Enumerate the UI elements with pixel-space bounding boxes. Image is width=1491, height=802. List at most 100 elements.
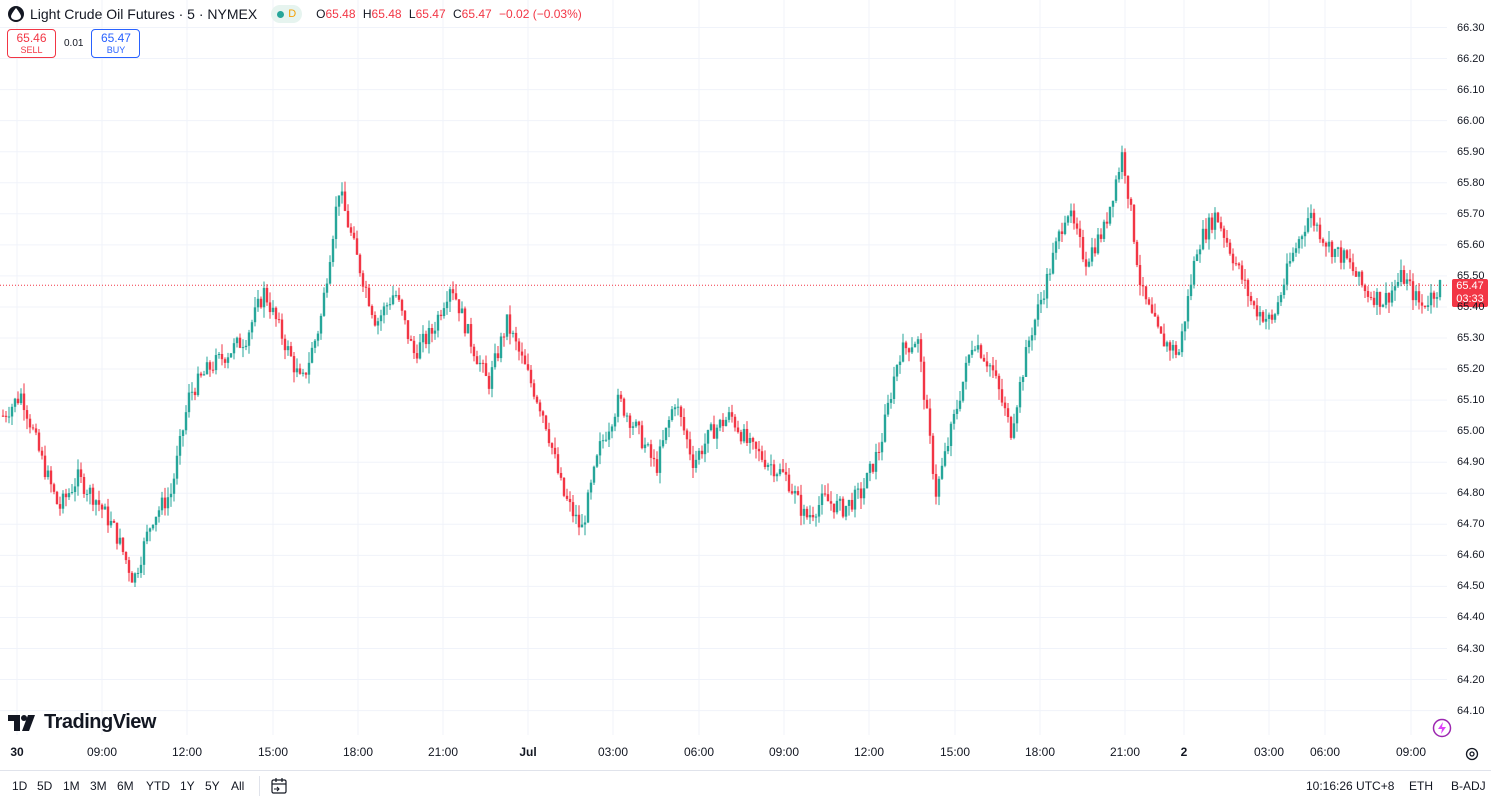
candle-body (190, 391, 194, 393)
candle (535, 394, 539, 405)
candle-body (1438, 280, 1442, 298)
candle (916, 336, 920, 353)
candle-body (22, 393, 26, 411)
candle-body (1342, 250, 1346, 263)
candle-body (340, 191, 344, 196)
ohlc-values: O65.48 H65.48 L65.47 C65.47 −0.02 (−0.03… (316, 7, 586, 21)
candle-body (748, 437, 752, 443)
candle-body (370, 306, 374, 315)
candle-body (670, 409, 674, 421)
candle-body (736, 427, 740, 433)
candle-body (82, 477, 86, 494)
candle-body (391, 295, 395, 305)
candle-body (628, 415, 632, 428)
adjustment-toggle[interactable]: B-ADJ (1451, 779, 1486, 793)
sell-button[interactable]: 65.46 SELL (7, 29, 56, 58)
candle (166, 487, 170, 516)
candle (970, 340, 974, 358)
candle-body (103, 506, 107, 510)
range-3m-button[interactable]: 3M (90, 779, 107, 793)
candle (376, 317, 380, 335)
candle-body (664, 427, 668, 441)
candle-body (1330, 241, 1334, 258)
candle-body (1126, 175, 1130, 199)
range-1y-button[interactable]: 1Y (180, 779, 195, 793)
candle-body (1195, 254, 1199, 261)
clock-timezone[interactable]: 10:16:26 UTC+8 (1306, 779, 1395, 793)
candle-body (976, 345, 980, 350)
candle (940, 457, 944, 481)
candle (118, 528, 122, 546)
candle-body (430, 327, 434, 334)
candle-body (1093, 247, 1097, 254)
calendar-goto-icon[interactable] (270, 777, 288, 795)
time-tick-label: 03:00 (597, 745, 629, 759)
candle-body (1237, 263, 1241, 266)
open-value: 65.48 (325, 7, 356, 21)
oil-drop-icon (8, 6, 24, 22)
candle-body (883, 414, 887, 442)
candle (523, 349, 527, 365)
candle-body (1300, 236, 1304, 240)
candle (898, 355, 902, 374)
candle (817, 496, 821, 523)
range-5d-button[interactable]: 5D (37, 779, 53, 793)
candle (625, 412, 629, 423)
candle (148, 527, 152, 542)
candle-body (835, 500, 839, 513)
candle-body (769, 464, 773, 466)
candle-body (637, 421, 641, 426)
candle-body (685, 430, 689, 440)
range-ytd-button[interactable]: YTD (146, 779, 170, 793)
candle (280, 313, 284, 345)
candle-body (742, 428, 746, 442)
candle (160, 491, 164, 515)
candle (1198, 244, 1202, 263)
candle (301, 368, 305, 377)
candle-body (703, 443, 707, 455)
candle-body (100, 504, 104, 510)
candle-body (286, 346, 290, 351)
range-all-button[interactable]: All (231, 779, 245, 793)
candle (826, 483, 830, 502)
candle (478, 355, 482, 372)
candle-body (1285, 263, 1289, 285)
candle (844, 505, 848, 521)
candle (586, 489, 590, 524)
candle (445, 291, 449, 315)
candle (1369, 291, 1373, 301)
range-5y-button[interactable]: 5Y (205, 779, 220, 793)
candle (589, 479, 593, 500)
candle (364, 280, 368, 299)
candle-body (778, 469, 782, 475)
buy-button[interactable]: 65.47 BUY (91, 29, 141, 58)
range-1m-button[interactable]: 1M (63, 779, 80, 793)
candle-body (238, 337, 242, 348)
candle-body (586, 492, 590, 523)
candle-body (775, 474, 779, 477)
candle (265, 284, 269, 306)
candle-body (1009, 417, 1013, 438)
lightning-icon[interactable] (1432, 718, 1452, 738)
candle-body (106, 506, 110, 526)
session-toggle[interactable]: ETH (1409, 779, 1433, 793)
candle (889, 392, 893, 409)
candle-body (79, 469, 83, 478)
candle-body (952, 413, 956, 424)
tradingview-logo[interactable]: TradingView (8, 711, 156, 734)
candle (256, 290, 260, 312)
market-status-badge[interactable]: D (271, 5, 303, 23)
candle-body (1366, 291, 1370, 297)
gear-icon[interactable] (1464, 746, 1480, 762)
candle-body (724, 419, 728, 427)
candle (832, 503, 836, 519)
price-tick-label: 65.60 (1457, 238, 1485, 251)
candle-body (1345, 250, 1349, 259)
candle (127, 556, 131, 582)
range-1d-button[interactable]: 1D (12, 779, 28, 793)
candle (235, 336, 239, 348)
symbol-title[interactable]: Light Crude Oil Futures · 5 · NYMEX (30, 6, 258, 22)
candle-body (997, 375, 1001, 390)
range-6m-button[interactable]: 6M (117, 779, 134, 793)
